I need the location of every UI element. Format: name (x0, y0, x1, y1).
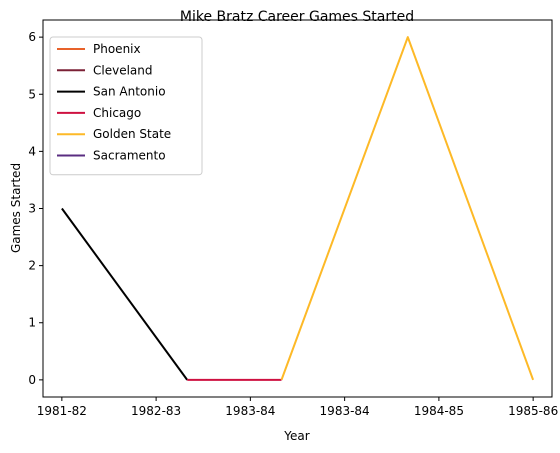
legend-label: Phoenix (93, 42, 141, 56)
y-tick-label: 6 (28, 30, 36, 44)
y-tick-label: 4 (28, 144, 36, 158)
legend-label: San Antonio (93, 85, 166, 99)
y-tick-label: 0 (28, 373, 36, 387)
axis-ticks: 1981-82 1982-83 1983-84 1983-84 1984-85 1985-… (28, 30, 558, 418)
x-tick-label: 1984-85 (414, 404, 464, 418)
y-tick-label: 1 (28, 316, 36, 330)
legend-label: Chicago (93, 106, 141, 120)
x-tick-label: 1982-83 (131, 404, 181, 418)
legend-box (49, 36, 203, 176)
plot-frame (42, 19, 553, 398)
y-tick-label: 2 (28, 259, 36, 273)
x-tick-label: 1981-82 (37, 404, 87, 418)
y-axis-label: Games Started (9, 163, 23, 253)
series-line-2 (61, 207, 189, 381)
x-tick-label: 1985-86 (508, 404, 558, 418)
x-axis-label: Year (283, 429, 309, 443)
legend-label: Golden State (93, 127, 171, 141)
series-lines (61, 36, 535, 381)
x-tick-label: 1983-84 (320, 404, 370, 418)
legend-label: Cleveland (93, 63, 153, 77)
y-tick-label: 5 (28, 87, 36, 101)
series-line-4 (280, 36, 535, 381)
legend-label: Sacramento (93, 149, 166, 163)
legend: Phoenix Cleveland San Antonio Chicago Golden… (49, 36, 203, 176)
chart-title: Mike Bratz Career Games Started (180, 9, 414, 25)
y-tick-label: 3 (28, 202, 36, 216)
x-tick-label: 1983-84 (225, 404, 275, 418)
